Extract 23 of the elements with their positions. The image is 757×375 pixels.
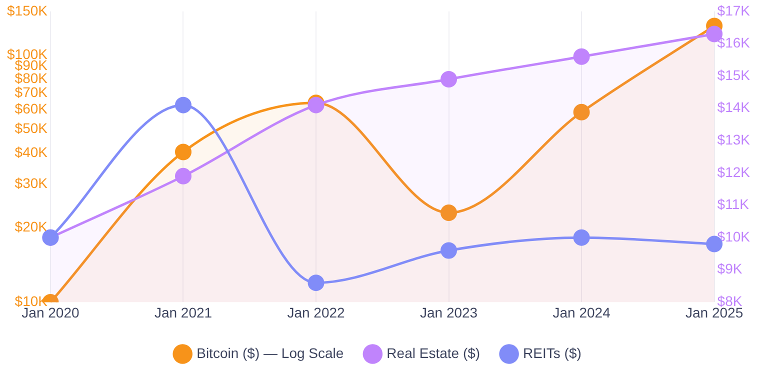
y2-tick-label: $17K [717,2,751,18]
y-tick-label: $60K [14,100,48,117]
x-tick-label: Jan 2022 [287,304,346,320]
y2-tick-label: $14K [717,99,751,116]
y-tick-label: $30K [14,175,48,192]
y-tick-label: $20K [14,218,48,235]
y2-tick-label: $13K [717,132,751,148]
y-tick-label: $40K [14,144,48,160]
y-tick-label: $50K [14,120,48,136]
y2-tick-label: $16K [717,34,751,51]
legend-label: Real Estate ($) [386,344,480,361]
y-tick-label: $150K [7,2,48,18]
legend-label: Bitcoin ($) — Log Scale [196,344,344,361]
y2-tick-label: $15K [717,66,751,83]
y-tick-label: $80K [14,70,48,86]
legend-label: REITs ($) [523,344,582,361]
y-tick-label: $70K [14,84,48,100]
x-tick-label: Jan 2021 [154,304,212,320]
y2-tick-label: $11K [717,196,750,212]
y2-tick-label: $12K [717,164,751,180]
x-tick-label: Jan 2024 [552,304,611,320]
y2-tick-label: $9K [717,260,743,277]
x-tick-label: Jan 2023 [420,304,478,320]
